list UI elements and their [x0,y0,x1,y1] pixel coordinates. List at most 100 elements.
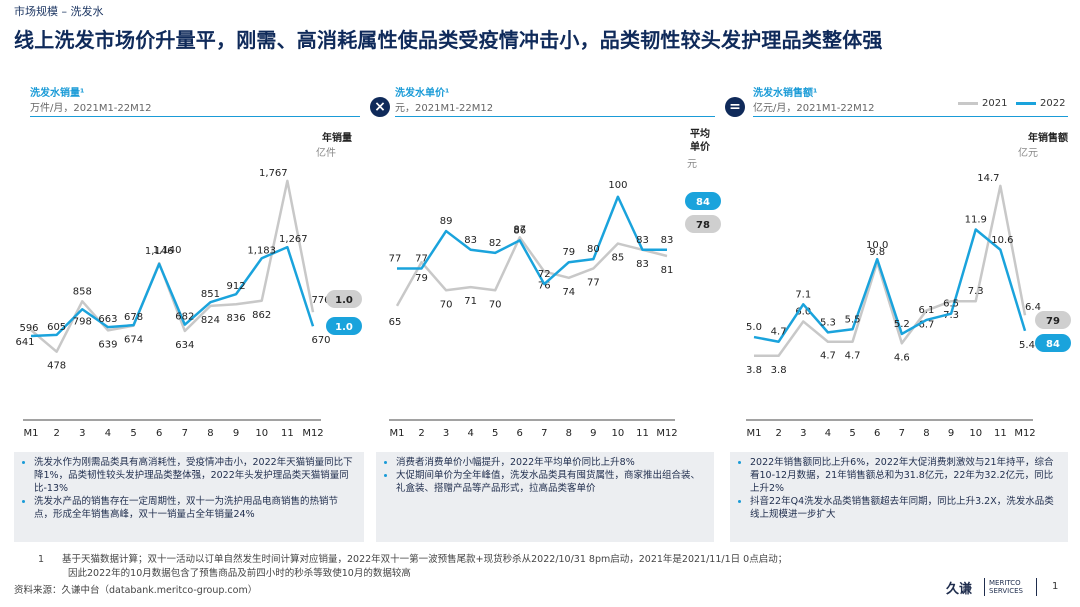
x-tick-label: 6 [874,428,880,439]
page-number: 1 [1052,581,1059,592]
data-label-2021: 70 [440,299,453,310]
panel-1-subtitle: 万件/月，2021M1-22M12 [30,103,152,114]
panel-3-underline [753,116,1068,117]
data-label-2021: 14.7 [977,173,999,184]
x-tick-label: 9 [590,428,596,439]
data-label-2022: 89 [440,216,453,227]
x-tick-label: 5 [130,428,136,439]
data-label-2021: 478 [47,361,66,372]
data-label-2022: 6.5 [943,299,959,310]
x-tick-label: 8 [566,428,572,439]
panel-3-title: 洗发水销售额¹ [753,88,818,99]
data-label-2022: 77 [389,253,402,264]
logo-en: MERITCO SERVICES [989,579,1023,595]
equals-operator-icon: = [725,97,745,117]
data-label-2022: 596 [19,323,38,334]
x-tick-label: M12 [1014,428,1035,439]
breadcrumb: 市场规模 – 洗发水 [14,5,104,18]
legend-2022-label: 2022 [1040,98,1066,109]
data-label-2022: 851 [201,289,220,300]
source-text: 资料来源：久谦中台（databank.meritco-group.com） [14,585,258,596]
note-item: 洗发水产品的销售存在一定周期性，双十一为洗护用品电商销售的热销节点，形成全年销售… [34,495,356,521]
total-pill-2021 [1035,311,1071,329]
x-tick-label: 9 [233,428,239,439]
data-label-2021: 7.3 [968,286,984,297]
data-label-2022: 605 [47,322,66,333]
legend-2021: 2021 [958,98,1007,109]
series-line-2021 [395,236,668,307]
data-label-2021: 674 [124,335,143,346]
data-label-2022: 10.6 [991,235,1013,246]
data-label-2022: 83 [464,235,477,246]
page-divider [1036,578,1037,596]
x-tick-label: 10 [612,428,625,439]
total-pill-label-2022: 1.0 [335,322,353,333]
data-label-2022: 670 [311,335,330,346]
data-label-2021: 862 [252,310,271,321]
notes-panel-2: 消费者消费单价小幅提升，2022年平均单价同比上升8% 大促期间单价为全年峰值，… [376,452,714,542]
total-pill-label-2022: 84 [696,197,710,208]
x-tick-label: 10 [969,428,982,439]
notes-panel-1: 洗发水作为刚需品类具有高消耗性，受疫情冲击小，2022年天猫销量同比下降1%，品… [14,452,364,542]
data-label-2021: 81 [661,265,674,276]
x-tick-label: 7 [182,428,188,439]
x-tick-label: 11 [636,428,649,439]
data-label-2022: 678 [124,312,143,323]
x-tick-label: 3 [443,428,449,439]
logo-en-1: MERITCO [989,579,1021,587]
footnote-marker: 1 [38,554,45,565]
data-label-2022: 798 [73,316,92,327]
data-label-2021: 9.8 [869,247,885,258]
x-tick-label: 2 [53,428,59,439]
data-label-2022: 5.5 [845,314,861,325]
data-label-2021: 7.3 [943,310,959,321]
note-item: 2022年销售额同比上升6%，2022年大促消费刺激效与21年持平，综合看10-… [750,456,1060,495]
data-label-2022: 5.2 [894,319,910,330]
x-tick-label: M1 [390,428,405,439]
logo-en-2: SERVICES [989,587,1023,595]
data-label-2021: 4.7 [845,351,861,362]
x-tick-label: M12 [656,428,677,439]
series-line-2022 [30,245,315,338]
times-operator-icon: × [370,97,390,117]
data-label-2021: 1,146 [145,246,174,257]
data-label-2021: 85 [612,253,625,264]
panel-2-title: 洗发水单价¹ [395,88,450,99]
legend-2021-swatch [958,101,978,105]
data-label-2021: 79 [415,273,428,284]
company-logo: 久谦 [946,578,972,597]
data-label-2022: 663 [98,314,117,325]
data-label-2022: 912 [227,281,246,292]
panel-3-subtitle: 亿元/月，2021M1-22M12 [753,103,875,114]
x-tick-label: 5 [492,428,498,439]
x-tick-label: 4 [825,428,831,439]
data-label-2021: 3.8 [771,365,787,376]
total-pill-label-2021: 79 [1046,316,1060,327]
data-label-2022: 1,267 [279,234,308,245]
x-tick-label: 11 [281,428,294,439]
data-label-2021: 70 [489,299,502,310]
legend-2021-label: 2021 [982,98,1008,109]
logo-divider [984,578,985,596]
panel-1-title: 洗发水销量¹ [30,88,85,99]
data-label-2022: 72 [538,269,551,280]
panel-2-unit-label: 平均 单价 [690,129,710,153]
data-label-2021: 65 [389,317,402,328]
logo-cn: 久谦 [946,582,973,597]
data-label-2021: 639 [98,339,117,350]
x-tick-label: 5 [849,428,855,439]
data-label-2022: 5.3 [820,317,836,328]
data-label-2021: 776 [311,295,330,306]
x-tick-label: M1 [24,428,39,439]
x-tick-label: 8 [923,428,929,439]
x-tick-label: 7 [899,428,905,439]
data-label-2021: 87 [513,224,526,235]
data-label-2021: 634 [175,340,194,351]
data-label-2022: 682 [175,312,194,323]
panel-3-unit-label: 年销售额 [1028,133,1068,144]
data-label-2021: 6.4 [1025,302,1041,313]
total-pill-label-2021: 78 [696,220,710,231]
data-label-2022: 1,140 [153,245,182,256]
x-tick-label: 8 [207,428,213,439]
